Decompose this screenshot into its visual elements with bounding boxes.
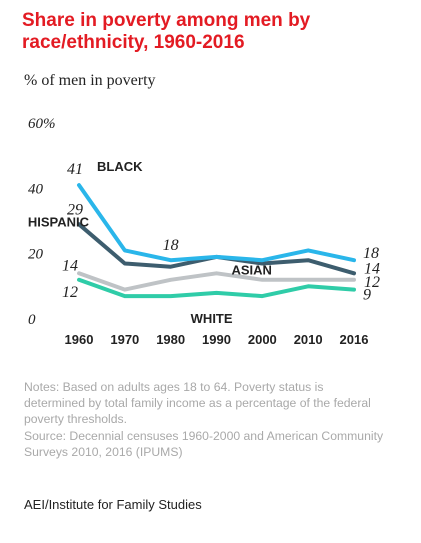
series-label-asian: ASIAN — [232, 262, 272, 277]
series-line-hispanic — [77, 222, 356, 276]
data-label: 14 — [364, 260, 380, 277]
series-line-white — [77, 277, 356, 299]
series-line-black — [77, 183, 356, 263]
data-label: 18 — [363, 245, 379, 262]
org-credit: AEI/Institute for Family Studies — [24, 497, 202, 512]
data-label: 18 — [163, 237, 179, 254]
x-tick-label: 2016 — [340, 332, 369, 347]
notes-text: Notes: Based on adults ages 18 to 64. Po… — [24, 380, 371, 426]
chart-title: Share in poverty among men by race/ethni… — [22, 10, 311, 53]
data-label: 9 — [363, 287, 371, 304]
data-label: 14 — [62, 257, 78, 274]
y-tick-label: 20 — [28, 247, 44, 263]
chart-subtitle: % of men in poverty — [24, 72, 156, 89]
data-label: 41 — [67, 161, 83, 178]
x-tick-label: 1990 — [202, 332, 231, 347]
y-tick-label: 60% — [28, 116, 56, 132]
series-line-asian — [77, 271, 356, 292]
x-tick-label: 1970 — [110, 332, 139, 347]
x-tick-label: 1960 — [65, 332, 94, 347]
data-label: 12 — [62, 284, 78, 301]
series-label-white: WHITE — [191, 311, 233, 326]
x-tick-label: 2010 — [294, 332, 323, 347]
data-label: 12 — [364, 274, 380, 291]
source-text: Source: Decennial censuses 1960-2000 and… — [24, 429, 384, 459]
y-tick-label: 0 — [28, 312, 36, 328]
data-label: 29 — [67, 201, 83, 218]
x-tick-label: 1980 — [156, 332, 185, 347]
series-label-hispanic: HISPANIC — [28, 214, 90, 229]
y-tick-label: 40 — [28, 181, 44, 197]
series-label-black: BLACK — [97, 159, 143, 174]
line-chart: 0 20 40 60% 1960 1970 1980 1990 2000 2010 2016 BLAC… — [28, 116, 380, 347]
x-tick-label: 2000 — [248, 332, 277, 347]
